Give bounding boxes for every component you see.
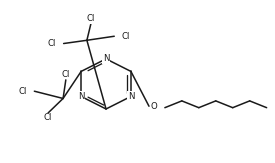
Text: Cl: Cl [62,70,70,79]
Text: Cl: Cl [87,14,95,23]
Text: N: N [103,54,109,63]
Text: N: N [78,92,84,101]
Text: Cl: Cl [18,87,27,96]
Text: Cl: Cl [48,39,56,48]
Text: N: N [128,92,134,101]
Text: Cl: Cl [122,32,130,41]
Text: O: O [150,102,157,111]
Text: Cl: Cl [44,113,52,122]
